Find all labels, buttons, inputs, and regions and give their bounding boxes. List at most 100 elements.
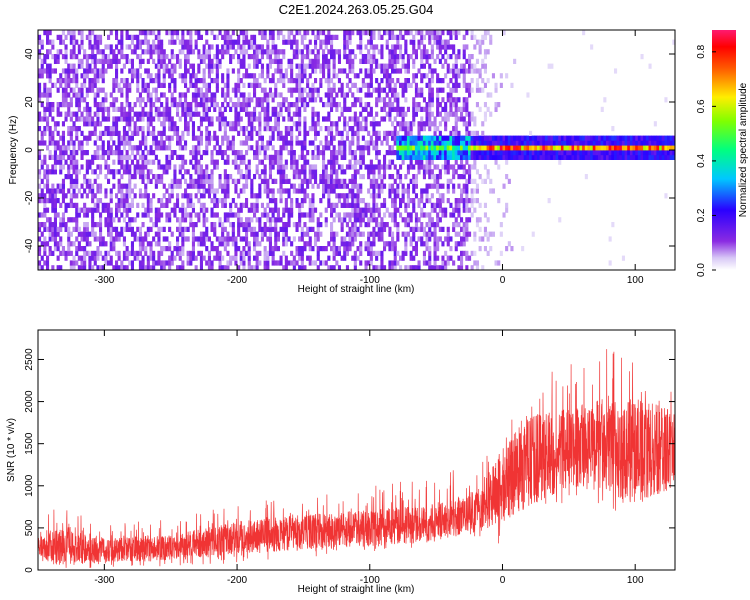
heatmap-cell xyxy=(282,39,286,45)
heatmap-cell xyxy=(226,159,230,165)
heatmap-cell xyxy=(115,150,119,156)
heatmap-cell xyxy=(120,265,124,271)
heatmap-cell xyxy=(436,236,440,242)
heatmap-cell xyxy=(46,49,50,55)
heatmap-cell xyxy=(425,231,429,237)
heatmap-cell xyxy=(181,135,185,141)
heatmap-cell xyxy=(558,145,562,151)
heatmap-cell xyxy=(279,58,283,64)
heatmap-cell xyxy=(388,78,392,84)
heatmap-cell xyxy=(91,116,95,122)
heatmap-cell xyxy=(555,150,559,156)
heatmap-cell xyxy=(319,140,323,146)
heatmap-cell xyxy=(93,250,97,256)
heatmap-cell xyxy=(457,30,461,36)
heatmap-cell xyxy=(221,54,225,60)
heatmap-cell xyxy=(229,97,233,103)
heatmap-cell xyxy=(369,58,373,64)
heatmap-cell xyxy=(359,198,363,204)
heatmap-cell xyxy=(141,236,145,242)
heatmap-cell xyxy=(197,87,201,93)
heatmap-cell xyxy=(48,236,52,242)
heatmap-cell xyxy=(465,178,469,184)
heatmap-cell xyxy=(72,178,76,184)
heatmap-cell xyxy=(300,169,304,175)
heatmap-cell xyxy=(69,193,73,199)
heatmap-cell xyxy=(162,260,166,266)
heatmap-cell xyxy=(213,145,217,151)
heatmap-cell xyxy=(221,140,225,146)
heatmap-cell xyxy=(295,188,299,194)
heatmap-cell xyxy=(587,154,591,160)
heatmap-cell xyxy=(353,82,357,88)
heatmap-cell xyxy=(53,207,57,213)
heatmap-cell xyxy=(391,102,395,108)
heatmap-cell xyxy=(207,188,211,194)
heatmap-cell xyxy=(452,130,456,136)
heatmap-cell xyxy=(99,39,103,45)
heatmap-cell xyxy=(199,207,203,213)
heatmap-cell xyxy=(369,231,373,237)
heatmap-cell xyxy=(202,116,206,122)
heatmap-cell xyxy=(83,231,87,237)
heatmap-cell xyxy=(523,150,527,156)
heatmap-cell xyxy=(184,217,188,223)
heatmap-cell xyxy=(239,207,243,213)
heatmap-cell xyxy=(128,44,132,50)
heatmap-cell xyxy=(160,265,164,271)
heatmap-cell xyxy=(468,154,472,160)
heatmap-cell xyxy=(88,207,92,213)
heatmap-cell xyxy=(444,140,448,146)
heatmap-cell xyxy=(428,236,432,242)
heatmap-cell xyxy=(239,169,243,175)
heatmap-cell xyxy=(99,106,103,112)
heatmap-cell xyxy=(295,39,299,45)
heatmap-cell xyxy=(218,255,222,261)
heatmap-cell xyxy=(537,140,541,146)
heatmap-cell xyxy=(276,58,280,64)
heatmap-cell xyxy=(178,49,182,55)
heatmap-cell xyxy=(146,39,150,45)
heatmap-cell xyxy=(136,78,140,84)
heatmap-cell xyxy=(205,260,209,266)
heatmap-cell xyxy=(388,193,392,199)
heatmap-cell xyxy=(377,97,381,103)
heatmap-cell xyxy=(205,106,209,112)
heatmap-cell xyxy=(168,39,172,45)
heatmap-cell xyxy=(579,154,583,160)
heatmap-cell xyxy=(473,130,477,136)
heatmap-cell xyxy=(245,111,249,117)
heatmap-cell xyxy=(460,236,464,242)
heatmap-cell xyxy=(80,30,84,36)
heatmap-cell xyxy=(218,178,222,184)
heatmap-cell xyxy=(80,34,84,40)
heatmap-cell xyxy=(117,231,121,237)
heatmap-cell xyxy=(335,250,339,256)
heatmap-cell xyxy=(170,102,174,108)
heatmap-cell xyxy=(462,202,466,208)
heatmap-cell xyxy=(234,92,238,98)
heatmap-cell xyxy=(396,183,400,189)
heatmap-cell xyxy=(186,236,190,242)
heatmap-cell xyxy=(282,212,286,218)
heatmap-cell xyxy=(253,126,257,132)
heatmap-cell xyxy=(104,217,108,223)
heatmap-cell xyxy=(125,111,129,117)
heatmap-cell xyxy=(128,169,132,175)
heatmap-cell xyxy=(178,169,182,175)
heatmap-cell xyxy=(550,63,554,69)
heatmap-cell xyxy=(149,250,153,256)
heatmap-cell xyxy=(61,250,65,256)
heatmap-cell xyxy=(441,30,445,36)
heatmap-cell xyxy=(258,174,262,180)
heatmap-cell xyxy=(409,54,413,60)
heatmap-cell xyxy=(327,241,331,247)
heatmap-cell xyxy=(115,97,119,103)
heatmap-cell xyxy=(406,121,410,127)
heatmap-cell xyxy=(468,135,472,141)
heatmap-cell xyxy=(308,169,312,175)
heatmap-cell xyxy=(205,217,209,223)
heatmap-cell xyxy=(83,260,87,266)
heatmap-cell xyxy=(258,82,262,88)
heatmap-cell xyxy=(292,111,296,117)
